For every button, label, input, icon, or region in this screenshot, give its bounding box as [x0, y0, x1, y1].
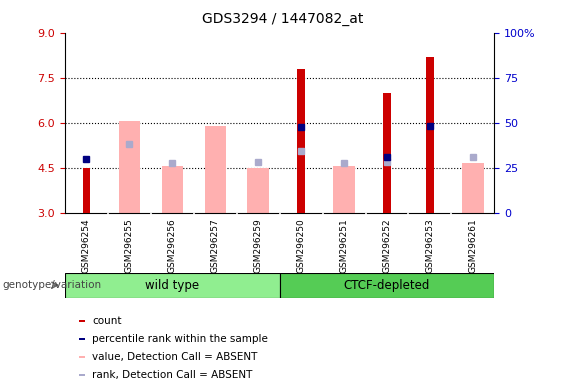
- Text: GSM296255: GSM296255: [125, 218, 134, 273]
- Bar: [162, 167, 183, 213]
- Bar: [65, 273, 280, 298]
- Text: rank, Detection Call = ABSENT: rank, Detection Call = ABSENT: [92, 370, 253, 380]
- Bar: [79, 374, 85, 376]
- Text: GSM296252: GSM296252: [383, 218, 392, 273]
- Text: GSM296253: GSM296253: [425, 218, 434, 273]
- Text: percentile rank within the sample: percentile rank within the sample: [92, 334, 268, 344]
- Bar: [297, 69, 305, 213]
- Text: GSM296250: GSM296250: [297, 218, 306, 273]
- Text: GSM296254: GSM296254: [82, 218, 91, 273]
- Text: genotype/variation: genotype/variation: [3, 280, 102, 290]
- Text: GSM296259: GSM296259: [254, 218, 263, 273]
- Text: GSM296257: GSM296257: [211, 218, 220, 273]
- Bar: [280, 273, 494, 298]
- Text: count: count: [92, 316, 121, 326]
- Bar: [79, 321, 85, 322]
- Bar: [82, 168, 90, 213]
- Text: GSM296256: GSM296256: [168, 218, 177, 273]
- Bar: [79, 338, 85, 340]
- Text: GSM296261: GSM296261: [468, 218, 477, 273]
- Text: GDS3294 / 1447082_at: GDS3294 / 1447082_at: [202, 12, 363, 25]
- Text: wild type: wild type: [145, 279, 199, 291]
- Bar: [426, 57, 434, 213]
- Bar: [119, 121, 140, 213]
- Bar: [247, 168, 269, 213]
- Bar: [462, 164, 484, 213]
- Bar: [79, 356, 85, 358]
- Text: CTCF-depleted: CTCF-depleted: [344, 279, 430, 291]
- Bar: [333, 167, 355, 213]
- Text: value, Detection Call = ABSENT: value, Detection Call = ABSENT: [92, 352, 258, 362]
- Text: GSM296251: GSM296251: [340, 218, 349, 273]
- Bar: [383, 93, 391, 213]
- Bar: [205, 126, 226, 213]
